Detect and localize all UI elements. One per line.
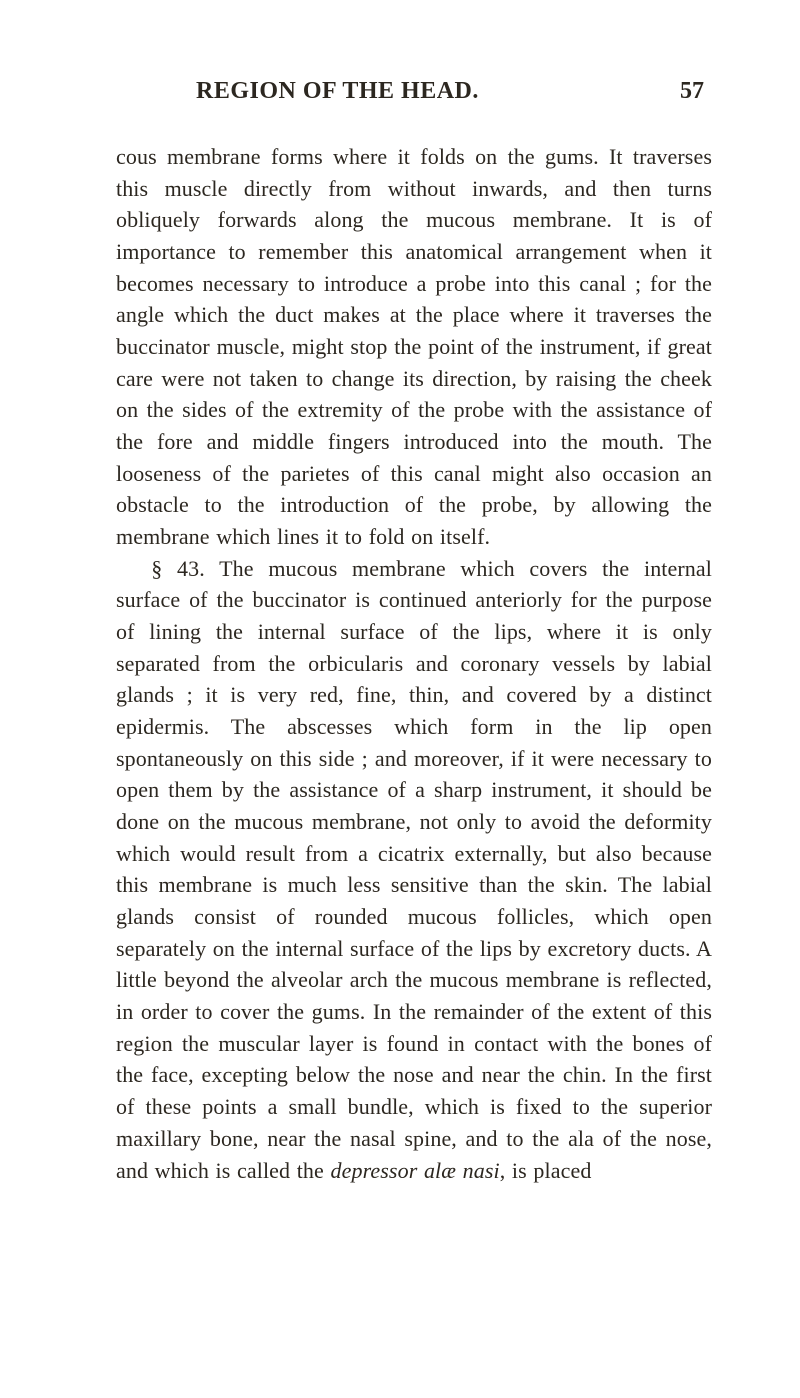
running-title: REGION OF THE HEAD. bbox=[196, 78, 479, 105]
p2-part-a: § 43. The mucous membrane which covers t… bbox=[116, 556, 712, 1183]
running-head: REGION OF THE HEAD. 57 bbox=[116, 78, 712, 105]
paragraph-continuation: cous membrane forms where it folds on th… bbox=[116, 141, 712, 553]
page: REGION OF THE HEAD. 57 cous membrane for… bbox=[0, 0, 800, 1398]
body-text: cous membrane forms where it folds on th… bbox=[116, 141, 712, 1186]
paragraph-section-43: § 43. The mucous membrane which covers t… bbox=[116, 553, 712, 1186]
page-number: 57 bbox=[680, 78, 704, 105]
p2-italic: depressor alæ nasi bbox=[331, 1158, 500, 1183]
p2-part-b: , is placed bbox=[500, 1158, 592, 1183]
